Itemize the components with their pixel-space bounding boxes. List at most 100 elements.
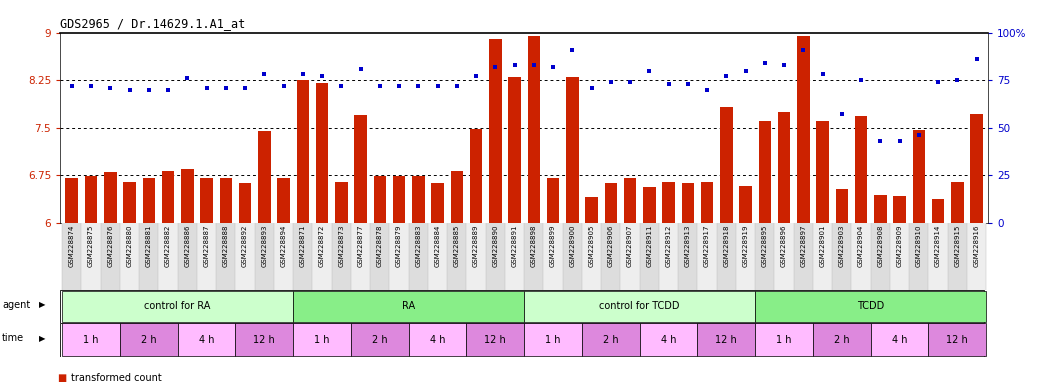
Bar — [682, 184, 694, 223]
Text: GSM228873: GSM228873 — [338, 225, 345, 267]
Bar — [582, 223, 601, 290]
Bar — [624, 179, 636, 223]
Text: RA: RA — [402, 301, 415, 311]
Point — [525, 62, 542, 68]
Text: GSM228900: GSM228900 — [569, 225, 575, 267]
Point — [83, 83, 100, 89]
Point — [545, 64, 562, 70]
Point — [834, 111, 850, 118]
Bar — [293, 223, 312, 290]
Bar — [62, 223, 81, 290]
Text: 12 h: 12 h — [253, 335, 275, 345]
Bar — [409, 223, 428, 290]
Bar — [604, 184, 617, 223]
Point — [622, 79, 638, 85]
Bar — [777, 112, 790, 223]
Bar — [639, 223, 659, 290]
Text: 4 h: 4 h — [198, 335, 214, 345]
Bar — [951, 182, 963, 223]
Text: agent: agent — [2, 300, 30, 310]
Bar — [486, 223, 504, 290]
Point — [352, 66, 368, 72]
Text: GSM228893: GSM228893 — [262, 225, 267, 267]
Point — [602, 79, 619, 85]
Bar — [239, 184, 251, 223]
Bar — [874, 195, 886, 223]
Text: GSM228889: GSM228889 — [473, 225, 480, 267]
Point — [775, 62, 792, 68]
Bar — [585, 197, 598, 223]
Point — [872, 138, 889, 144]
Bar — [142, 179, 155, 223]
Bar — [797, 36, 810, 223]
Text: 12 h: 12 h — [947, 335, 968, 345]
Text: GSM228913: GSM228913 — [685, 225, 691, 267]
FancyBboxPatch shape — [466, 323, 524, 356]
Bar — [929, 223, 948, 290]
Point — [275, 83, 292, 89]
Text: control for TCDD: control for TCDD — [600, 301, 680, 311]
Bar — [851, 223, 871, 290]
Bar — [621, 223, 639, 290]
Bar — [200, 179, 213, 223]
Point — [814, 71, 830, 78]
Text: GSM228885: GSM228885 — [454, 225, 460, 267]
Text: GSM228882: GSM228882 — [165, 225, 171, 267]
Bar — [544, 223, 563, 290]
Text: GSM228917: GSM228917 — [704, 225, 710, 267]
Bar — [65, 179, 78, 223]
FancyBboxPatch shape — [293, 291, 524, 322]
Text: 1 h: 1 h — [83, 335, 99, 345]
Bar — [644, 187, 656, 223]
Bar — [332, 223, 351, 290]
Bar — [716, 223, 736, 290]
Point — [737, 68, 754, 74]
Point — [410, 83, 427, 89]
Bar — [371, 223, 389, 290]
Text: GSM228883: GSM228883 — [415, 225, 421, 267]
Text: 4 h: 4 h — [430, 335, 445, 345]
Bar — [489, 39, 501, 223]
Bar — [967, 223, 986, 290]
Text: GSM228871: GSM228871 — [300, 225, 306, 267]
Point — [333, 83, 350, 89]
Point — [910, 132, 927, 138]
Bar — [197, 223, 216, 290]
FancyBboxPatch shape — [62, 291, 293, 322]
Text: GSM228910: GSM228910 — [916, 225, 922, 267]
Bar — [412, 177, 425, 223]
Text: GSM228918: GSM228918 — [723, 225, 730, 267]
Bar — [392, 177, 405, 223]
Bar — [971, 114, 983, 223]
Point — [218, 85, 235, 91]
Text: GSM228909: GSM228909 — [897, 225, 903, 267]
FancyBboxPatch shape — [756, 323, 813, 356]
Point — [468, 73, 485, 79]
Point — [448, 83, 465, 89]
Point — [507, 62, 523, 68]
FancyBboxPatch shape — [62, 323, 119, 356]
Point — [237, 85, 253, 91]
Point — [564, 47, 580, 53]
FancyBboxPatch shape — [351, 323, 409, 356]
Text: GSM228879: GSM228879 — [397, 225, 402, 267]
FancyBboxPatch shape — [119, 323, 177, 356]
Bar — [219, 179, 233, 223]
Text: GSM228916: GSM228916 — [974, 225, 980, 267]
Bar — [524, 223, 544, 290]
Bar — [759, 121, 771, 223]
Text: 4 h: 4 h — [892, 335, 907, 345]
FancyBboxPatch shape — [293, 323, 351, 356]
FancyBboxPatch shape — [524, 323, 582, 356]
Text: GSM228884: GSM228884 — [435, 225, 440, 267]
Bar — [277, 179, 290, 223]
Bar — [258, 131, 271, 223]
Bar — [159, 223, 177, 290]
Point — [968, 56, 985, 62]
Bar — [890, 223, 909, 290]
Text: GSM228905: GSM228905 — [589, 225, 595, 267]
Bar — [836, 189, 848, 223]
Text: GSM228896: GSM228896 — [782, 225, 787, 267]
Bar — [316, 83, 328, 223]
Point — [853, 77, 870, 83]
